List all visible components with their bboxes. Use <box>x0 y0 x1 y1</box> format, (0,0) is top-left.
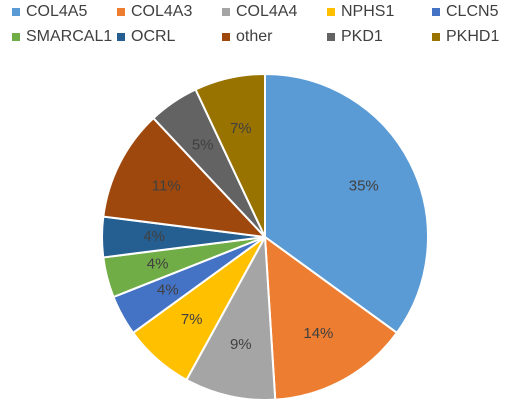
data-label-col4a4: 9% <box>230 336 252 353</box>
legend-label-smarcal1: SMARCAL1 <box>26 28 112 45</box>
legend-item-clcn5: CLCN5 <box>432 3 499 20</box>
pie-slice-col4a4 <box>185 233 277 401</box>
legend-item-col4a5: COL4A5 <box>12 3 87 20</box>
legend-swatch-smarcal1 <box>12 33 20 41</box>
legend-label-pkhd1: PKHD1 <box>446 28 499 45</box>
pie-slice-col4a3 <box>263 234 399 401</box>
legend-swatch-pkd1 <box>327 33 335 41</box>
data-label-pkhd1: 7% <box>230 120 252 137</box>
legend-item-pkd1: PKD1 <box>327 28 383 45</box>
data-label-clcn5: 4% <box>157 281 179 298</box>
legend-label-col4a3: COL4A3 <box>131 3 192 20</box>
legend-swatch-col4a3 <box>117 8 125 16</box>
legend-swatch-pkhd1 <box>432 33 440 41</box>
legend-swatch-other <box>222 33 230 41</box>
data-label-other: 11% <box>152 178 181 195</box>
legend-item-other: other <box>222 28 273 45</box>
data-label-col4a3: 14% <box>303 325 333 342</box>
legend-swatch-col4a5 <box>12 8 20 16</box>
legend-label-pkd1: PKD1 <box>341 28 383 45</box>
legend-item-ocrl: OCRL <box>117 28 176 45</box>
legend-item-pkhd1: PKHD1 <box>432 28 499 45</box>
legend-label-nphs1: NPHS1 <box>341 3 394 20</box>
legend-swatch-nphs1 <box>327 8 335 16</box>
legend-swatch-ocrl <box>117 33 125 41</box>
legend-label-ocrl: OCRL <box>131 28 176 45</box>
legend-label-other: other <box>236 28 273 45</box>
legend-swatch-col4a4 <box>222 8 230 16</box>
legend-label-clcn5: CLCN5 <box>446 3 499 20</box>
legend-label-col4a5: COL4A5 <box>26 3 87 20</box>
legend: COL4A5 COL4A3 COL4A4 NPHS1 CLCN5 SMARCAL1 OCRL… <box>12 3 499 45</box>
legend-item-col4a4: COL4A4 <box>222 3 297 20</box>
data-label-col4a5: 35% <box>349 178 379 195</box>
pie-slice-col4a5 <box>264 72 429 335</box>
slice-labels: 35%14%9%7%4%4%4%11%5%7% <box>143 120 378 353</box>
pie-slices <box>101 72 429 401</box>
legend-item-smarcal1: SMARCAL1 <box>12 28 112 45</box>
legend-swatch-clcn5 <box>432 8 440 16</box>
data-label-smarcal1: 4% <box>147 256 169 273</box>
data-label-nphs1: 7% <box>181 311 203 328</box>
pie-slice-pkhd1 <box>194 72 266 238</box>
pie-slice-other <box>102 116 268 239</box>
data-label-pkd1: 5% <box>192 136 214 153</box>
data-label-ocrl: 4% <box>143 228 165 245</box>
legend-item-col4a3: COL4A3 <box>117 3 192 20</box>
legend-item-nphs1: NPHS1 <box>327 3 394 20</box>
legend-label-col4a4: COL4A4 <box>236 3 297 20</box>
